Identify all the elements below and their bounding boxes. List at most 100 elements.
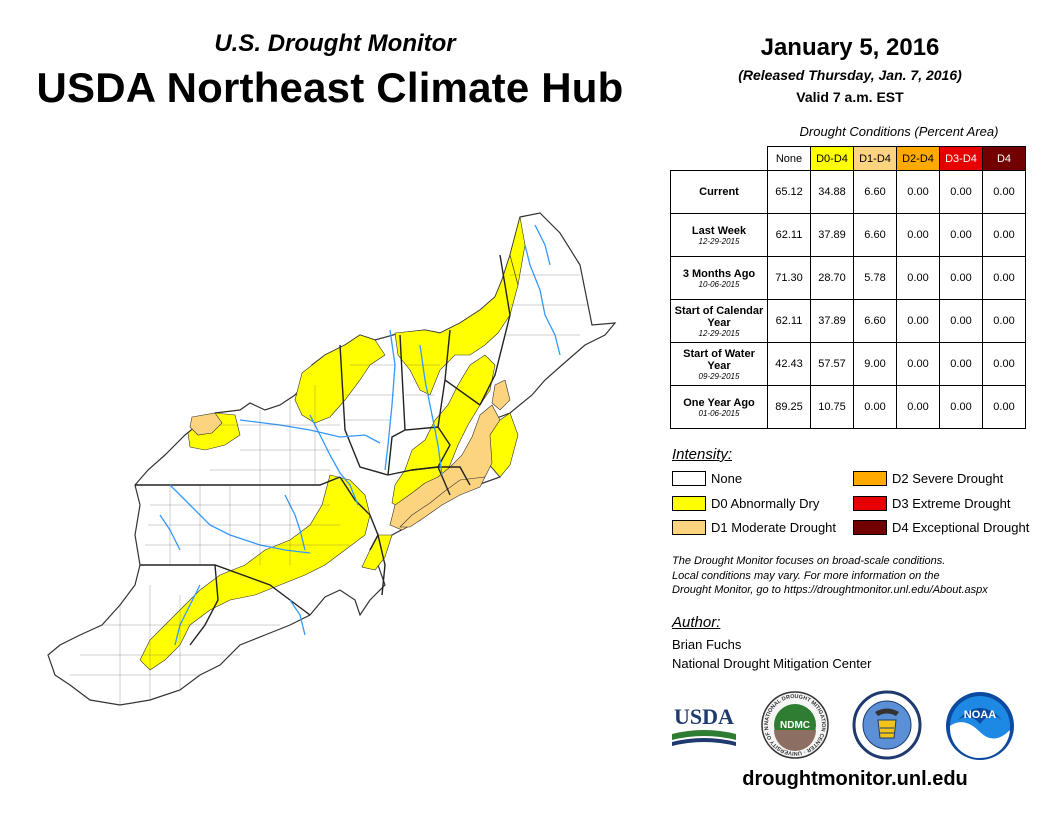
legend-item-d4: D4 Exceptional Drought bbox=[853, 520, 1029, 535]
d0-areas bbox=[139, 216, 526, 671]
table-cell: 0.00 bbox=[982, 256, 1026, 300]
row-label: Start of Calendar Year 12-29-2015 bbox=[670, 299, 768, 343]
table-row: Last Week 12-29-2015 62.11 37.89 6.60 0.0… bbox=[670, 213, 1026, 257]
ndmc-logo: NATIONAL DROUGHT MITIGATION CENTER · UNI… bbox=[760, 690, 829, 759]
table-cell: 0.00 bbox=[982, 170, 1026, 214]
legend-label: None bbox=[711, 471, 743, 486]
table-cell: 0.00 bbox=[896, 299, 940, 343]
row-label: Current bbox=[670, 170, 768, 214]
release-date: January 5, 2016 bbox=[760, 34, 940, 61]
legend-item-none: None bbox=[672, 471, 742, 486]
table-cell: 62.11 bbox=[767, 299, 811, 343]
commerce-seal-logo bbox=[852, 690, 922, 760]
author-name: Brian Fuchs bbox=[672, 637, 742, 652]
table-row: One Year Ago 01-06-2015 89.25 10.75 0.00 … bbox=[670, 385, 1026, 429]
row-label-text: Start of Calendar Year bbox=[674, 304, 764, 329]
table-cell: 71.30 bbox=[767, 256, 811, 300]
table-row: Current 65.12 34.88 6.60 0.00 0.00 0.00 bbox=[670, 170, 1026, 214]
col-header-d4: D4 bbox=[982, 146, 1026, 171]
table-cell: 6.60 bbox=[853, 299, 897, 343]
county-lines bbox=[70, 274, 588, 705]
row-label: One Year Ago 01-06-2015 bbox=[670, 385, 768, 429]
legend-label: D4 Exceptional Drought bbox=[892, 520, 1030, 535]
table-row: Start of Water Year 09-29-2015 42.43 57.5… bbox=[670, 342, 1026, 386]
col-header-d2-d4: D2-D4 bbox=[896, 146, 940, 171]
row-label-text: Current bbox=[699, 186, 739, 198]
table-corner bbox=[671, 147, 768, 171]
ndmc-logo-text: NDMC bbox=[780, 720, 810, 731]
col-header-d1-d4: D1-D4 bbox=[853, 146, 897, 171]
legend-item-d0: D0 Abnormally Dry bbox=[672, 496, 819, 511]
legend-item-d1: D1 Moderate Drought bbox=[672, 520, 836, 535]
map-title: USDA Northeast Climate Hub bbox=[36, 64, 624, 111]
table-cell: 89.25 bbox=[767, 385, 811, 429]
table-cell: 0.00 bbox=[939, 299, 983, 343]
legend-swatch bbox=[672, 471, 706, 486]
table-cell: 0.00 bbox=[896, 385, 940, 429]
valid-time: Valid 7 a.m. EST bbox=[796, 89, 904, 105]
table-cell: 37.89 bbox=[810, 299, 854, 343]
note-line: The Drought Monitor focuses on broad-sca… bbox=[672, 555, 946, 567]
row-label: Last Week 12-29-2015 bbox=[670, 213, 768, 257]
table-cell: 5.78 bbox=[853, 256, 897, 300]
row-date: 12-29-2015 bbox=[698, 236, 740, 246]
footer-url: droughtmonitor.unl.edu bbox=[742, 768, 968, 790]
usda-logo: USDA bbox=[672, 704, 736, 746]
table-cell: 28.70 bbox=[810, 256, 854, 300]
table-cell: 0.00 bbox=[939, 170, 983, 214]
row-date: 09-29-2015 bbox=[698, 371, 740, 381]
d1-areas bbox=[189, 379, 511, 531]
drought-conditions-table: None D0-D4 D1-D4 D2-D4 D3-D4 D4 Current … bbox=[670, 146, 1026, 429]
table-cell: 9.00 bbox=[853, 342, 897, 386]
drought-map bbox=[47, 212, 617, 706]
legend-swatch bbox=[672, 496, 706, 511]
legend-heading: Intensity: bbox=[672, 446, 733, 463]
table-cell: 65.12 bbox=[767, 170, 811, 214]
noaa-logo-text: NOAA bbox=[964, 709, 996, 721]
legend-label: D3 Extreme Drought bbox=[892, 496, 1011, 511]
table-cell: 0.00 bbox=[939, 213, 983, 257]
legend-item-d2: D2 Severe Drought bbox=[853, 471, 1003, 486]
table-cell: 0.00 bbox=[939, 342, 983, 386]
table-cell: 10.75 bbox=[810, 385, 854, 429]
table-row: Start of Calendar Year 12-29-2015 62.11 3… bbox=[670, 299, 1026, 343]
map-subtitle: U.S. Drought Monitor bbox=[214, 30, 456, 57]
note-line: Local conditions may vary. For more info… bbox=[672, 569, 940, 582]
legend-label: D0 Abnormally Dry bbox=[711, 496, 820, 511]
table-cell: 0.00 bbox=[982, 299, 1026, 343]
col-header-d3-d4: D3-D4 bbox=[939, 146, 983, 171]
table-cell: 0.00 bbox=[939, 385, 983, 429]
table-row: 3 Months Ago 10-06-2015 71.30 28.70 5.78 … bbox=[670, 256, 1026, 300]
table-cell: 0.00 bbox=[896, 170, 940, 214]
row-label-text: One Year Ago bbox=[683, 396, 755, 409]
usda-logo-text: USDA bbox=[674, 704, 734, 729]
legend-item-d3: D3 Extreme Drought bbox=[853, 496, 1011, 511]
state-boundaries bbox=[135, 254, 511, 646]
table-cell: 34.88 bbox=[810, 170, 854, 214]
table-cell: 0.00 bbox=[982, 385, 1026, 429]
legend-label: D1 Moderate Drought bbox=[711, 520, 837, 535]
table-cell: 0.00 bbox=[896, 213, 940, 257]
row-date: 01-06-2015 bbox=[698, 408, 740, 418]
table-cell: 0.00 bbox=[982, 342, 1026, 386]
released-note: (Released Thursday, Jan. 7, 2016) bbox=[738, 67, 962, 83]
row-label-text: 3 Months Ago bbox=[682, 267, 756, 280]
table-cell: 62.11 bbox=[767, 213, 811, 257]
author-heading: Author: bbox=[672, 614, 721, 631]
table-cell: 42.43 bbox=[767, 342, 811, 386]
legend-swatch bbox=[853, 496, 887, 511]
author-org: National Drought Mitigation Center bbox=[672, 656, 872, 671]
table-cell: 0.00 bbox=[853, 385, 897, 429]
row-label-text: Start of Water Year bbox=[683, 347, 755, 372]
table-cell: 0.00 bbox=[939, 256, 983, 300]
legend-swatch bbox=[853, 471, 887, 486]
col-header-none: None bbox=[767, 146, 811, 171]
disclaimer-note: The Drought Monitor focuses on broad-sca… bbox=[672, 554, 1042, 598]
row-date: 12-29-2015 bbox=[698, 328, 740, 338]
table-cell: 6.60 bbox=[853, 170, 897, 214]
col-header-d0-d4: D0-D4 bbox=[810, 146, 854, 171]
row-label: Start of Water Year 09-29-2015 bbox=[670, 342, 768, 386]
table-cell: 6.60 bbox=[853, 213, 897, 257]
table-cell: 57.57 bbox=[810, 342, 854, 386]
legend-swatch bbox=[672, 520, 706, 535]
